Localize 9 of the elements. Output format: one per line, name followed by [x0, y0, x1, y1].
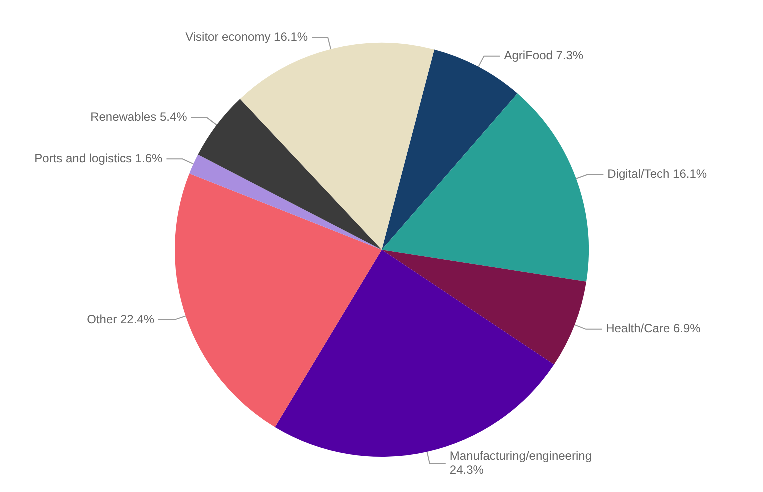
slice-label: Other 22.4% [87, 312, 155, 326]
slice-label: AgriFood 7.3% [504, 48, 584, 63]
slice-label: Manufacturing/engineering [450, 449, 592, 464]
slice-label: Renewables 5.4% [90, 110, 188, 124]
slice-label: Visitor economy 16.1% [186, 30, 308, 44]
slice-label: Health/Care 6.9% [606, 322, 702, 336]
slice-label: Digital/Tech 16.1% [608, 167, 708, 182]
slice-label: Ports and logistics 1.6% [34, 151, 164, 166]
data-label: 24.3% [450, 463, 484, 478]
